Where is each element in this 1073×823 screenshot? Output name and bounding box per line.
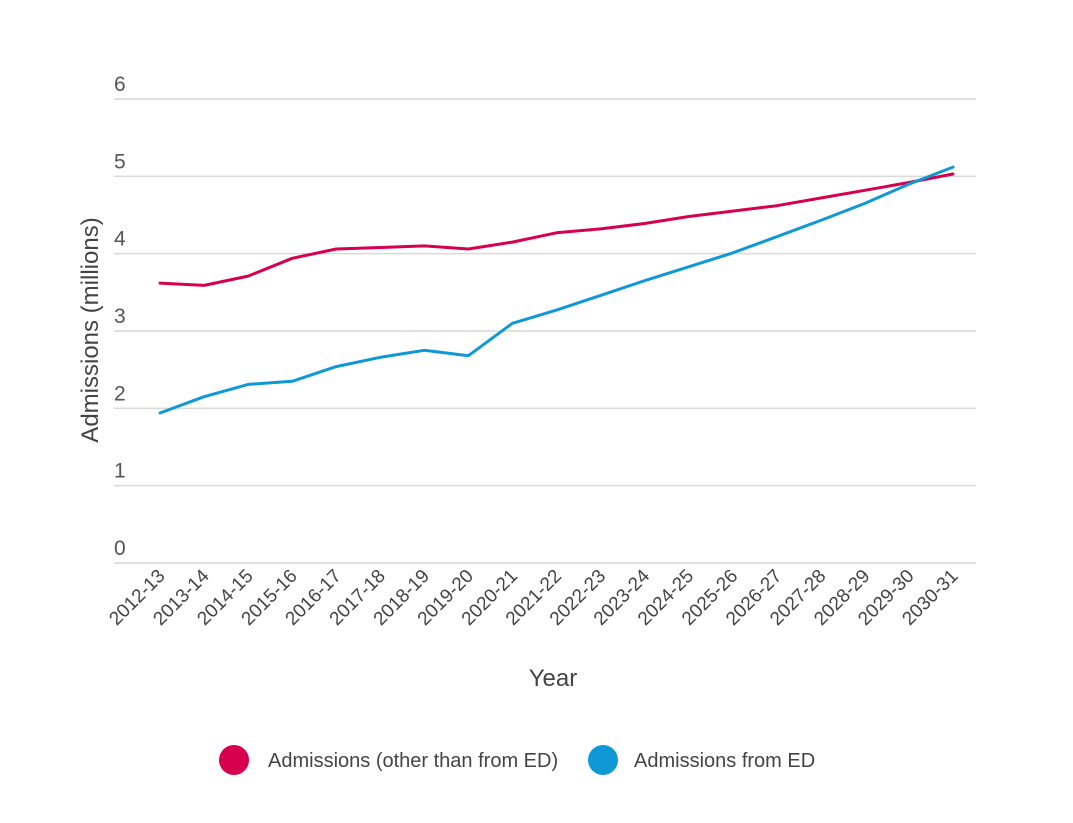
y-tick-label: 3 (114, 305, 126, 328)
gridlines (114, 98, 976, 564)
y-tick-label: 2 (114, 382, 126, 405)
series-line-1 (158, 165, 955, 415)
y-tick-label: 5 (114, 150, 126, 173)
legend-label-other-admissions: Admissions (other than from ED) (268, 750, 558, 772)
x-axis-label: Year (529, 665, 578, 692)
y-axis-ticks: 0 1 2 3 4 5 6 (114, 73, 126, 560)
x-axis-ticks: 2012-132013-142014-152015-162016-172017-… (105, 565, 962, 629)
y-tick-label: 0 (114, 537, 126, 560)
series-lines (158, 165, 955, 415)
y-tick-label: 1 (114, 460, 126, 483)
legend-swatch-other-admissions (219, 745, 249, 775)
y-tick-label: 6 (114, 73, 126, 96)
series-line-0 (158, 172, 955, 287)
legend: Admissions (other than from ED) Admissio… (219, 745, 815, 775)
legend-label-ed-admissions: Admissions from ED (634, 750, 815, 772)
legend-swatch-ed-admissions (588, 745, 618, 775)
y-tick-label: 4 (114, 228, 126, 251)
y-axis-label: Admissions (millions) (77, 217, 104, 442)
